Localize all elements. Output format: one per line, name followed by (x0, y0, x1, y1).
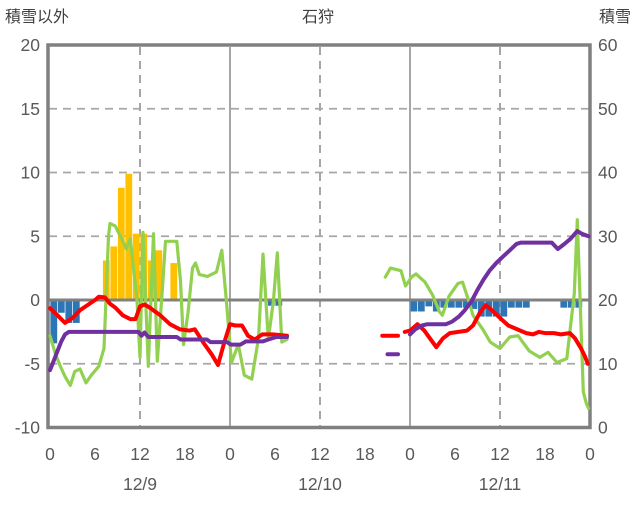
blue-bar (417, 300, 425, 312)
right-tick-label: 20 (598, 290, 618, 310)
hour-tick-label: 18 (535, 444, 554, 464)
blue-bar (65, 300, 73, 323)
hour-tick-label: 0 (45, 444, 55, 464)
orange-bar (125, 173, 133, 300)
hour-tick-label: 12 (490, 444, 509, 464)
green-line-series (48, 218, 591, 410)
right-tick-label: 0 (598, 418, 608, 438)
left-tick-label: -10 (15, 418, 41, 438)
right-tick-label: 30 (598, 226, 618, 246)
blue-bar (492, 300, 500, 317)
x-axis-date-labels: 12/9 12/10 12/11 (123, 474, 521, 494)
left-tick-label: 0 (30, 290, 40, 310)
purple-line-series (48, 229, 591, 373)
date-label: 12/9 (123, 474, 157, 494)
blue-bar (515, 300, 523, 308)
left-tick-label: 20 (21, 35, 41, 55)
left-axis-tick-labels: 20 15 10 5 0 -5 -10 (15, 35, 41, 438)
left-tick-label: 10 (21, 163, 41, 183)
blue-bar (425, 300, 433, 307)
orange-bar (110, 246, 118, 300)
blue-bar (470, 300, 478, 309)
hour-tick-label: 12 (130, 444, 149, 464)
vertical-gridlines (139, 47, 501, 427)
blue-bar (440, 300, 448, 308)
right-tick-label: 60 (598, 35, 618, 55)
right-axis-title: 積雪 (599, 8, 631, 26)
blue-bar (447, 300, 455, 308)
hour-tick-label: 12 (310, 444, 329, 464)
date-label: 12/10 (298, 474, 342, 494)
blue-bar (57, 300, 65, 313)
chart-title: 石狩 (302, 8, 334, 26)
orange-bar (117, 187, 125, 300)
x-axis-hour-labels: 0 6 12 18 0 6 12 18 0 6 12 18 0 (45, 444, 595, 464)
right-tick-label: 50 (598, 99, 618, 119)
orange-bar (132, 233, 140, 300)
right-tick-label: 10 (598, 354, 618, 374)
blue-bar (50, 300, 58, 344)
blue-bar (507, 300, 515, 308)
hour-tick-label: 18 (355, 444, 374, 464)
blue-bar (522, 300, 530, 308)
blue-bar (500, 300, 508, 317)
blue-bar (560, 300, 568, 308)
blue-bar (267, 300, 275, 306)
blue-bar (567, 300, 575, 308)
blue-bar (455, 300, 463, 308)
left-tick-label: 5 (30, 226, 40, 246)
orange-bar (155, 250, 163, 300)
date-label: 12/11 (479, 474, 522, 494)
left-axis-title: 積雪以外 (5, 8, 69, 26)
hour-tick-label: 0 (585, 444, 595, 464)
left-tick-label: -5 (24, 354, 40, 374)
hour-tick-label: 0 (225, 444, 235, 464)
hour-tick-label: 6 (270, 444, 280, 464)
hour-tick-label: 18 (175, 444, 194, 464)
blue-bar (410, 300, 418, 312)
right-tick-label: 40 (598, 163, 618, 183)
orange-bar (170, 263, 178, 300)
right-axis-tick-labels: 60 50 40 30 20 10 0 (598, 35, 618, 438)
hour-tick-label: 0 (405, 444, 415, 464)
hour-tick-label: 6 (450, 444, 460, 464)
red-line-series (48, 294, 590, 367)
hour-tick-label: 6 (90, 444, 100, 464)
left-tick-label: 15 (21, 99, 40, 119)
blue-bar (462, 300, 470, 308)
